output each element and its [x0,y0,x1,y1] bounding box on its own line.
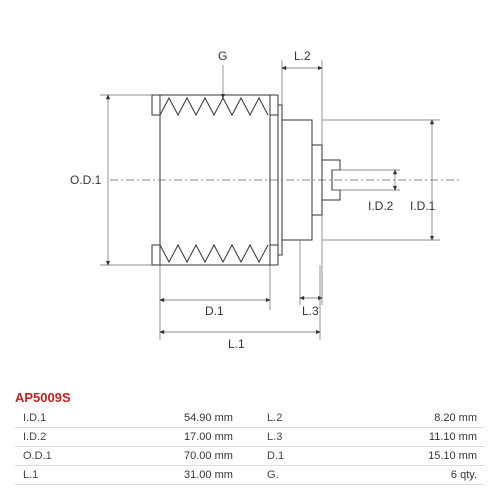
spec-label: I.D.1 [15,409,97,428]
spec-value: 54.90 mm [97,409,241,428]
technical-diagram: G O.D.1 D.1 L.1 [0,10,500,380]
table-row: I.D.1 54.90 mm L.2 8.20 mm [15,409,485,428]
label-l1: L.1 [228,337,245,351]
spec-value: 11.10 mm [341,428,485,447]
spec-label: I.D.2 [15,428,97,447]
spec-label: L.1 [15,466,97,485]
label-d1: D.1 [205,304,224,318]
spec-label: G. [259,466,341,485]
spec-value: 15.10 mm [341,447,485,466]
label-g: G [218,49,227,63]
label-l2: L.2 [294,49,311,63]
spec-value: 6 qty. [341,466,485,485]
spec-value: 31.00 mm [97,466,241,485]
table-row: O.D.1 70.00 mm D.1 15.10 mm [15,447,485,466]
spec-table: I.D.1 54.90 mm L.2 8.20 mm I.D.2 17.00 m… [15,409,485,485]
spec-label: D.1 [259,447,341,466]
page-container: G O.D.1 D.1 L.1 [0,0,500,500]
spec-label: L.3 [259,428,341,447]
spec-value: 17.00 mm [97,428,241,447]
part-number: AP5009S [15,390,485,405]
spec-label: L.2 [259,409,341,428]
table-row: L.1 31.00 mm G. 6 qty. [15,466,485,485]
label-id2: I.D.2 [368,199,394,213]
spec-label: O.D.1 [15,447,97,466]
label-id1: I.D.1 [410,199,436,213]
spec-section: AP5009S I.D.1 54.90 mm L.2 8.20 mm I.D.2… [15,390,485,485]
label-od1: O.D.1 [70,173,102,187]
table-row: I.D.2 17.00 mm L.3 11.10 mm [15,428,485,447]
label-l3: L.3 [302,304,319,318]
spec-value: 70.00 mm [97,447,241,466]
spec-value: 8.20 mm [341,409,485,428]
